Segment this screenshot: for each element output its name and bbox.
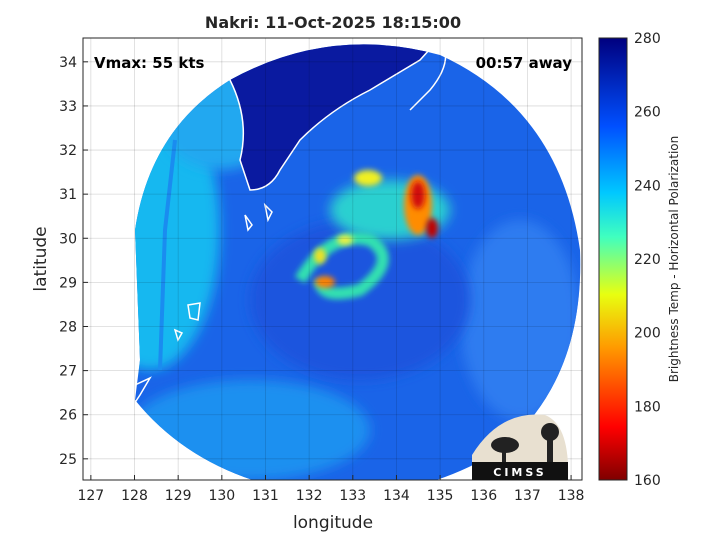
y-tick-label: 31 (59, 187, 77, 203)
colorbar-tick-label: 200 (634, 326, 661, 342)
x-tick-label: 133 (339, 488, 366, 504)
y-tick-label: 25 (59, 452, 77, 468)
y-axis-label: latitude (31, 226, 51, 291)
x-tick-label: 132 (296, 488, 323, 504)
colorbar-label: Brightness Temp - Horizontal Polarizatio… (667, 136, 681, 383)
x-tick-label: 137 (514, 488, 541, 504)
x-tick-label: 135 (427, 488, 454, 504)
x-tick-label: 129 (165, 488, 192, 504)
x-tick-label: 127 (77, 488, 104, 504)
y-tick-label: 27 (59, 364, 77, 380)
colorbar-tick-label: 260 (634, 105, 661, 121)
colorbar-tick-label: 240 (634, 178, 661, 194)
y-tick-label: 33 (59, 99, 77, 115)
y-tick-label: 34 (59, 55, 77, 71)
title: Nakri: 11-Oct-2025 18:15:00 (205, 13, 461, 32)
x-tick-label: 138 (558, 488, 585, 504)
x-tick-label: 134 (383, 488, 410, 504)
y-tick-label: 29 (59, 275, 77, 291)
logo: CIMSS (472, 414, 569, 480)
x-tick-label: 136 (470, 488, 497, 504)
colorbar-tick-label: 220 (634, 252, 661, 268)
plot-frame (82, 37, 583, 481)
y-tick-label: 30 (59, 231, 77, 247)
y-tick-label: 32 (59, 143, 77, 159)
vmax-label: Vmax: 55 kts (94, 54, 204, 72)
y-tick-label: 26 (59, 408, 77, 424)
time-label: 00:57 away (476, 54, 573, 72)
colorbar-tick-label: 160 (634, 473, 661, 489)
x-axis-label: longitude (293, 513, 373, 533)
logo-text: CIMSS (493, 466, 546, 479)
colorbar (598, 37, 628, 481)
x-tick-label: 130 (208, 488, 235, 504)
colorbar-tick-label: 280 (634, 31, 661, 47)
colorbar-tick-label: 180 (634, 399, 661, 415)
x-tick-label: 131 (252, 488, 279, 504)
y-tick-label: 28 (59, 319, 77, 335)
x-tick-label: 128 (121, 488, 148, 504)
satellite-image (87, 38, 581, 480)
